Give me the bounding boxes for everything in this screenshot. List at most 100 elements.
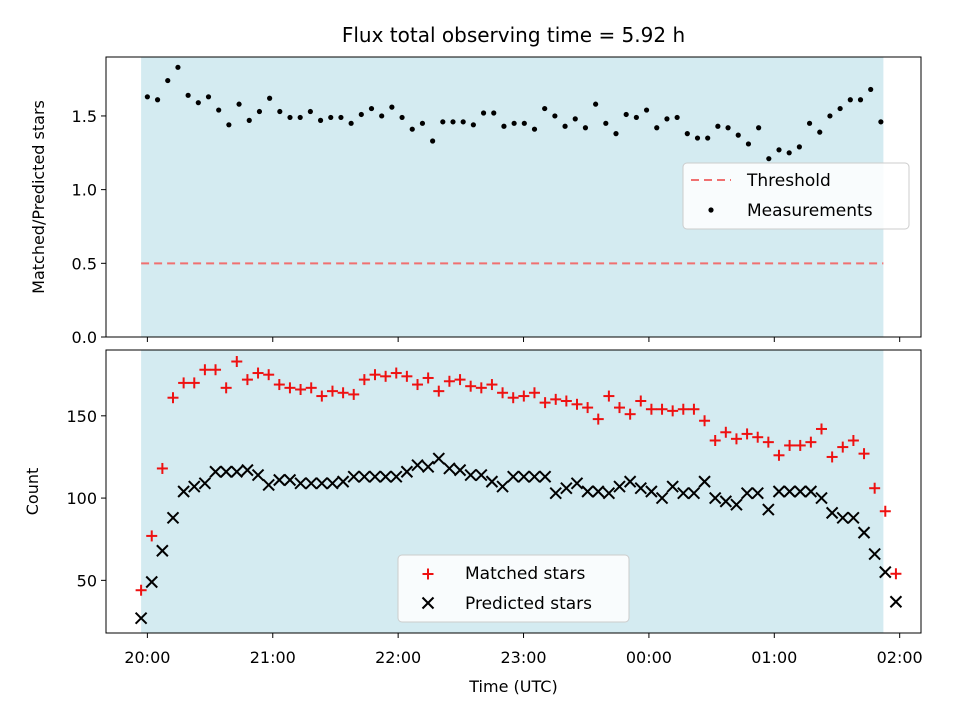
predicted-star-point bbox=[602, 486, 616, 500]
measurement-point bbox=[603, 120, 609, 126]
predicted-star-point bbox=[581, 485, 594, 498]
measurement-point bbox=[368, 105, 375, 112]
predicted-star-point bbox=[326, 477, 339, 490]
measurement-point bbox=[847, 97, 853, 103]
matched-star-point bbox=[326, 385, 338, 397]
predicted-star-point bbox=[655, 491, 669, 505]
matched-star-point bbox=[709, 434, 721, 446]
predicted-star-point bbox=[432, 452, 445, 465]
measurement-point bbox=[440, 119, 446, 125]
measurement-point bbox=[348, 120, 354, 126]
matched-star-point bbox=[858, 448, 870, 460]
predicted-star-point bbox=[517, 470, 531, 483]
measurement-point bbox=[501, 123, 507, 129]
measurement-point bbox=[643, 107, 650, 113]
predicted-star-point bbox=[368, 470, 382, 483]
matched-star-point bbox=[592, 413, 604, 425]
matched-star-point bbox=[433, 385, 445, 397]
measurement-point bbox=[664, 116, 670, 122]
matched-star-point bbox=[635, 395, 647, 407]
matched-star-point bbox=[890, 568, 902, 580]
measurement-point bbox=[154, 97, 161, 103]
predicted-star-point bbox=[560, 482, 573, 495]
predicted-star-point bbox=[475, 468, 488, 482]
measurement-point bbox=[562, 123, 568, 129]
matched-star-point bbox=[794, 439, 806, 451]
ratio-legend-box bbox=[682, 162, 910, 230]
ratio-y-ticks: 0.0 0.5 1.0 1.5 bbox=[72, 107, 106, 347]
predicted-star-point bbox=[857, 526, 871, 539]
predicted-star-point bbox=[708, 491, 722, 505]
matched-star-point bbox=[624, 408, 636, 420]
predicted-star-point bbox=[549, 486, 562, 500]
count-y-axis-label: Count bbox=[23, 468, 42, 516]
matched-star-point bbox=[539, 397, 551, 409]
measurement-point bbox=[776, 147, 782, 153]
matched-star-point bbox=[507, 392, 519, 404]
measurement-point bbox=[246, 117, 252, 123]
predicted-star-point bbox=[719, 495, 733, 508]
predicted-star-point bbox=[251, 468, 265, 482]
matched-star-point bbox=[295, 383, 307, 395]
legend-threshold-label: Threshold bbox=[746, 171, 831, 191]
predicted-star-point bbox=[868, 547, 881, 561]
count-x-tick-label: 22:00 bbox=[375, 648, 421, 667]
matched-star-point bbox=[730, 433, 742, 445]
predicted-star-point bbox=[411, 458, 424, 472]
predicted-star-point bbox=[379, 470, 392, 483]
matched-star-point bbox=[497, 387, 509, 399]
matched-star-point bbox=[667, 405, 679, 417]
predicted-star-point bbox=[847, 511, 860, 525]
matched-star-point bbox=[412, 379, 424, 391]
matched-star-point bbox=[528, 387, 540, 399]
measurement-point bbox=[328, 114, 334, 121]
count-x-tick-label: 23:00 bbox=[500, 648, 546, 667]
measurement-point bbox=[654, 125, 660, 131]
matched-star-point bbox=[847, 434, 859, 446]
measurement-point bbox=[542, 105, 548, 112]
measurement-point bbox=[287, 114, 293, 121]
matched-star-point bbox=[156, 462, 168, 474]
measurement-point bbox=[480, 110, 487, 116]
predicted-star-point bbox=[528, 470, 541, 483]
measurement-point bbox=[430, 138, 436, 144]
predicted-star-point bbox=[496, 480, 509, 493]
matched-star-point bbox=[741, 428, 753, 440]
predicted-star-point bbox=[687, 486, 701, 500]
measurement-point bbox=[256, 108, 263, 115]
count-y-tick-label: 150 bbox=[66, 407, 97, 426]
matched-star-point bbox=[273, 379, 285, 391]
matched-star-point bbox=[879, 505, 891, 517]
matched-star-point bbox=[167, 392, 179, 404]
predicted-star-point bbox=[400, 465, 414, 478]
predicted-star-point bbox=[347, 470, 360, 483]
predicted-star-point bbox=[230, 465, 243, 478]
matched-star-point bbox=[241, 374, 253, 386]
ratio-legend: Threshold Measurements bbox=[682, 162, 910, 230]
measurement-point bbox=[175, 64, 181, 70]
measurement-point bbox=[593, 101, 599, 107]
matched-star-point bbox=[146, 530, 158, 542]
measurement-points bbox=[144, 64, 884, 162]
ratio-x-ticks bbox=[146, 337, 901, 342]
predicted-star-point bbox=[666, 480, 679, 493]
matched-star-point bbox=[773, 449, 785, 461]
measurement-point bbox=[419, 120, 426, 126]
measurement-point bbox=[358, 111, 364, 118]
measurement-point bbox=[185, 92, 191, 98]
measurement-point bbox=[216, 107, 222, 113]
measurement-point bbox=[756, 125, 762, 131]
count-x-tick-label: 02:00 bbox=[877, 648, 923, 667]
measurement-point bbox=[857, 97, 864, 103]
predicted-star-point bbox=[677, 486, 690, 500]
predicted-star-point bbox=[623, 475, 637, 488]
predicted-star-point bbox=[358, 470, 371, 483]
measurement-point bbox=[297, 114, 303, 121]
matched-star-point bbox=[465, 380, 477, 392]
count-y-tick-label: 50 bbox=[77, 571, 97, 590]
predicted-star-point bbox=[889, 595, 903, 608]
matched-star-point bbox=[220, 382, 232, 394]
matched-star-point bbox=[252, 367, 264, 379]
predicted-star-point bbox=[390, 470, 403, 483]
measurement-point bbox=[521, 120, 527, 126]
